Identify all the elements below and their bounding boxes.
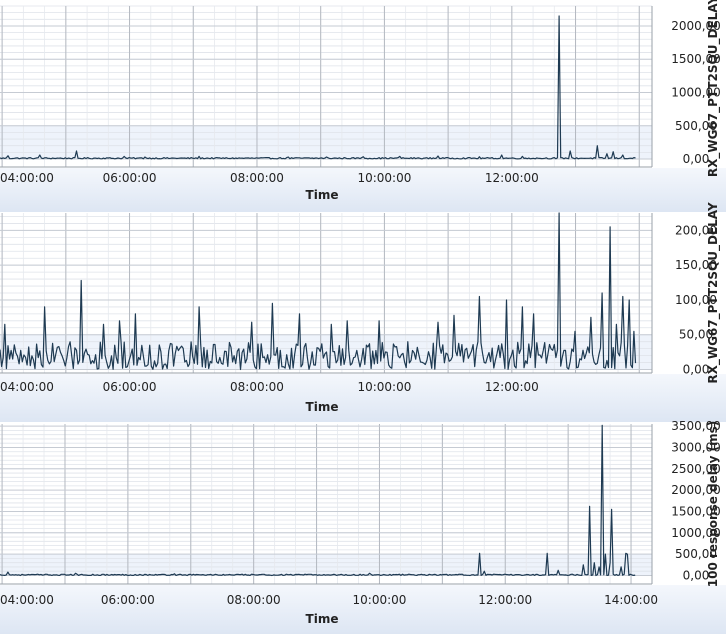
x-axis-band — [0, 168, 726, 212]
y-tick-label: 3500,00 — [671, 419, 721, 433]
x-tick-label: 10:00:00 — [357, 171, 411, 185]
x-tick-label: 10:00:00 — [357, 380, 411, 394]
x-axis-title: Time — [306, 612, 339, 626]
y-tick-label: 50,00 — [679, 328, 713, 342]
x-tick-label: 12:00:00 — [478, 593, 532, 607]
series-line — [0, 424, 636, 577]
x-axis-title: Time — [306, 400, 339, 414]
x-tick-label: 12:00:00 — [485, 171, 539, 185]
x-tick-label: 12:00:00 — [485, 380, 539, 394]
series-line — [0, 15, 636, 160]
x-axis-title: Time — [306, 188, 339, 202]
y-tick-label: 0,00 — [683, 152, 710, 166]
x-tick-label: 08:00:00 — [227, 593, 281, 607]
y-tick-label: 2000,00 — [671, 483, 721, 497]
x-tick-label: 04:00:00 — [0, 171, 54, 185]
y-tick-label: 500,00 — [675, 547, 717, 561]
chart-panel-3: 04:00:00 06:00:00 08:00:00 10:00:00 12:00:00… — [0, 419, 726, 634]
y-tick-label: 3000,00 — [671, 440, 721, 454]
x-tick-label: 04:00:00 — [0, 593, 54, 607]
grid — [0, 424, 653, 584]
y-tick-label: 2500,00 — [671, 462, 721, 476]
x-tick-label: 06:00:00 — [103, 380, 157, 394]
y-tick-label: 1000,00 — [671, 526, 721, 540]
x-tick-label: 10:00:00 — [353, 593, 407, 607]
plot-lower-band — [0, 554, 652, 576]
chart-panel-2: 04:00:00 06:00:00 08:00:00 10:00:00 12:00:00… — [0, 202, 726, 422]
x-axis-band — [0, 585, 726, 634]
x-tick-label: 04:00:00 — [0, 380, 54, 394]
grid — [0, 5, 652, 167]
x-tick-label: 08:00:00 — [230, 171, 284, 185]
y-tick-label: 150,00 — [675, 258, 717, 272]
y-tick-label: 1500,00 — [671, 52, 721, 66]
x-tick-label: 08:00:00 — [230, 380, 284, 394]
y-tick-label: 1000,00 — [671, 85, 721, 99]
y-tick-label: 200,00 — [675, 223, 717, 237]
y-tick-label: 2000,00 — [671, 19, 721, 33]
y-tick-label: 100,00 — [675, 293, 717, 307]
y-axis-title: RX_WG67_PTT2SQU_DELAY — [706, 0, 721, 177]
chart-panel-1: 04:00:00 06:00:00 08:00:00 10:00:00 12:00:00… — [0, 0, 726, 212]
y-tick-label: 0,00 — [683, 568, 710, 582]
series-line — [0, 212, 637, 371]
y-tick-label: 0,00 — [683, 363, 710, 377]
x-tick-label: 06:00:00 — [101, 593, 155, 607]
grid — [0, 213, 652, 373]
y-tick-label: 1500,00 — [671, 504, 721, 518]
y-axis-title: 100 response delay (ms) — [706, 421, 720, 587]
x-tick-label: 14:00:00 — [604, 593, 658, 607]
y-axis-title: RX_WG67_PTT2SQU_DELAY — [706, 202, 721, 384]
x-tick-label: 06:00:00 — [103, 171, 157, 185]
y-tick-label: 500,00 — [675, 119, 717, 133]
x-axis-band — [0, 374, 726, 422]
